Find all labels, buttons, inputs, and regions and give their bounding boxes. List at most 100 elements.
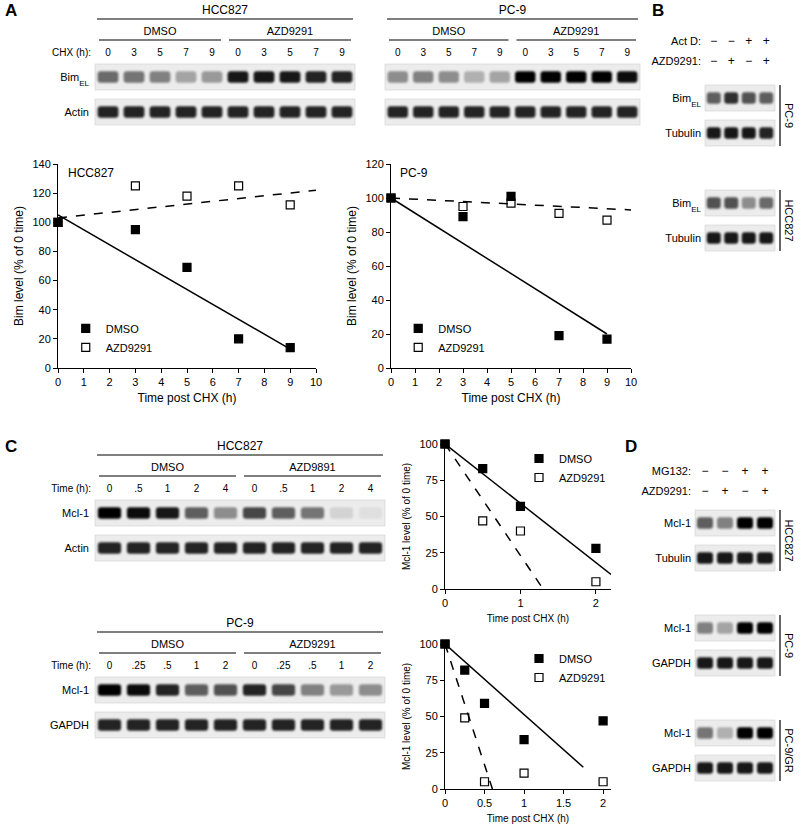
svg-text:25: 25 bbox=[426, 747, 438, 759]
svg-text:+: + bbox=[763, 34, 770, 48]
svg-text:+: + bbox=[761, 464, 768, 478]
svg-text:120: 120 bbox=[365, 158, 383, 170]
svg-text:2: 2 bbox=[107, 376, 113, 388]
svg-text:PC-9: PC-9 bbox=[400, 166, 428, 180]
svg-text:100: 100 bbox=[365, 192, 383, 204]
svg-text:GAPDH: GAPDH bbox=[50, 719, 89, 731]
svg-text:80: 80 bbox=[372, 226, 384, 238]
svg-text:0.5: 0.5 bbox=[477, 797, 492, 809]
svg-text:7: 7 bbox=[236, 376, 242, 388]
svg-text:4: 4 bbox=[368, 483, 374, 494]
svg-text:PC-9: PC-9 bbox=[783, 633, 795, 658]
svg-text:+: + bbox=[761, 484, 768, 498]
svg-text:0: 0 bbox=[442, 597, 448, 609]
svg-text:A: A bbox=[5, 1, 17, 20]
svg-text:1: 1 bbox=[339, 660, 345, 671]
svg-text:BimEL: BimEL bbox=[672, 197, 701, 214]
svg-text:10: 10 bbox=[310, 376, 322, 388]
svg-text:100: 100 bbox=[419, 638, 437, 650]
svg-text:.5: .5 bbox=[308, 660, 317, 671]
svg-text:2: 2 bbox=[600, 797, 606, 809]
svg-text:1: 1 bbox=[517, 597, 523, 609]
svg-text:0: 0 bbox=[388, 376, 394, 388]
svg-text:BimEL: BimEL bbox=[60, 71, 89, 88]
svg-text:5: 5 bbox=[446, 47, 452, 58]
svg-text:5: 5 bbox=[573, 47, 579, 58]
svg-text:DMSO: DMSO bbox=[144, 25, 177, 37]
svg-text:7: 7 bbox=[313, 47, 319, 58]
svg-text:0: 0 bbox=[432, 583, 438, 595]
svg-text:1: 1 bbox=[81, 376, 87, 388]
svg-text:−: − bbox=[710, 54, 717, 68]
svg-text:AZD9291: AZD9291 bbox=[289, 638, 335, 650]
svg-text:Actin: Actin bbox=[65, 106, 89, 118]
svg-text:Time (h):: Time (h): bbox=[51, 483, 91, 494]
svg-text:Time post CHX (h): Time post CHX (h) bbox=[462, 391, 561, 405]
svg-text:7: 7 bbox=[599, 47, 605, 58]
svg-text:.5: .5 bbox=[163, 660, 172, 671]
svg-text:60: 60 bbox=[372, 260, 384, 272]
svg-text:75: 75 bbox=[426, 674, 438, 686]
svg-text:4: 4 bbox=[223, 483, 229, 494]
svg-text:HCC827: HCC827 bbox=[783, 199, 795, 241]
svg-text:3: 3 bbox=[460, 376, 466, 388]
svg-text:0: 0 bbox=[442, 797, 448, 809]
svg-text:1.5: 1.5 bbox=[556, 797, 571, 809]
svg-text:Bim level (% of 0 time): Bim level (% of 0 time) bbox=[12, 206, 26, 326]
svg-text:140: 140 bbox=[32, 158, 50, 170]
svg-text:+: + bbox=[745, 34, 752, 48]
svg-text:0: 0 bbox=[252, 660, 258, 671]
svg-text:3: 3 bbox=[131, 47, 137, 58]
svg-text:−: − bbox=[728, 34, 735, 48]
svg-text:DMSO: DMSO bbox=[559, 653, 592, 665]
svg-text:9: 9 bbox=[604, 376, 610, 388]
svg-text:PC-9: PC-9 bbox=[499, 3, 527, 17]
svg-text:40: 40 bbox=[39, 304, 51, 316]
svg-text:7: 7 bbox=[471, 47, 477, 58]
svg-text:9: 9 bbox=[339, 47, 345, 58]
svg-text:1: 1 bbox=[521, 797, 527, 809]
svg-text:BimEL: BimEL bbox=[672, 92, 701, 109]
svg-text:6: 6 bbox=[532, 376, 538, 388]
svg-text:75: 75 bbox=[426, 474, 438, 486]
svg-text:80: 80 bbox=[39, 245, 51, 257]
svg-text:2: 2 bbox=[223, 660, 229, 671]
svg-text:1: 1 bbox=[412, 376, 418, 388]
svg-text:5: 5 bbox=[287, 47, 293, 58]
svg-text:40: 40 bbox=[372, 294, 384, 306]
svg-text:20: 20 bbox=[372, 328, 384, 340]
svg-text:0: 0 bbox=[45, 362, 51, 374]
svg-text:10: 10 bbox=[625, 376, 637, 388]
svg-text:−: − bbox=[741, 484, 748, 498]
svg-text:1: 1 bbox=[165, 483, 171, 494]
svg-text:GAPDH: GAPDH bbox=[652, 657, 691, 669]
svg-text:9: 9 bbox=[497, 47, 503, 58]
svg-text:3: 3 bbox=[132, 376, 138, 388]
svg-text:7: 7 bbox=[556, 376, 562, 388]
svg-text:+: + bbox=[741, 464, 748, 478]
svg-text:5: 5 bbox=[508, 376, 514, 388]
svg-text:3: 3 bbox=[548, 47, 554, 58]
svg-text:0: 0 bbox=[105, 47, 111, 58]
svg-text:Actin: Actin bbox=[65, 542, 89, 554]
svg-text:0: 0 bbox=[395, 47, 401, 58]
svg-text:Mcl-1: Mcl-1 bbox=[62, 507, 89, 519]
svg-text:Mcl-1 level (% of 0 time): Mcl-1 level (% of 0 time) bbox=[401, 463, 412, 570]
svg-text:9: 9 bbox=[209, 47, 215, 58]
svg-text:.5: .5 bbox=[279, 483, 288, 494]
svg-text:AZD9291: AZD9291 bbox=[553, 25, 599, 37]
svg-text:6: 6 bbox=[210, 376, 216, 388]
svg-text:HCC827: HCC827 bbox=[783, 519, 795, 561]
svg-text:.25: .25 bbox=[132, 660, 146, 671]
svg-text:2: 2 bbox=[593, 597, 599, 609]
svg-text:DMSO: DMSO bbox=[559, 453, 592, 465]
svg-text:GAPDH: GAPDH bbox=[652, 762, 691, 774]
svg-text:Mcl-1: Mcl-1 bbox=[664, 622, 691, 634]
svg-text:4: 4 bbox=[484, 376, 490, 388]
svg-text:50: 50 bbox=[426, 710, 438, 722]
svg-text:0: 0 bbox=[107, 660, 113, 671]
svg-text:+: + bbox=[763, 54, 770, 68]
svg-text:60: 60 bbox=[39, 274, 51, 286]
svg-text:3: 3 bbox=[420, 47, 426, 58]
svg-text:AZD9291: AZD9291 bbox=[106, 342, 152, 354]
